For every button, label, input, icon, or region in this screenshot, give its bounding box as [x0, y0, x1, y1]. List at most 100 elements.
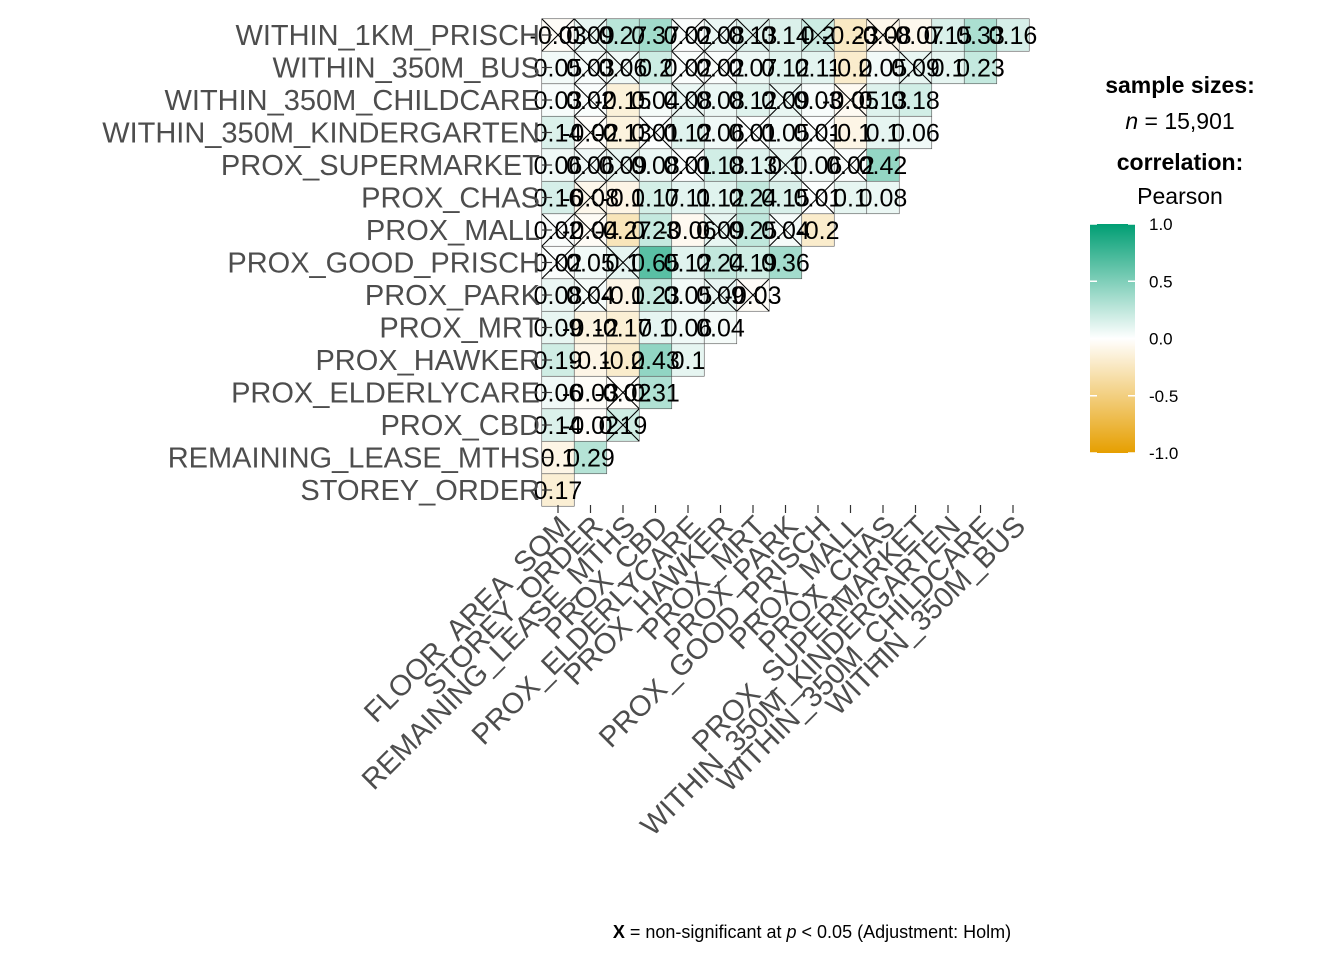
cell-label-within-1km-prisch-floor-area-sqm: -0.03 — [530, 22, 587, 50]
cell-prox-supermarket-prox-good-prisch — [801, 148, 835, 182]
nonsig-cross-prox-chas-prox-good-prisch-b — [801, 180, 835, 215]
cell-label-within-350m-bus-prox-supermarket: 0.09 — [891, 55, 940, 83]
cell-label-prox-good-prisch-storey-order: 0.05 — [566, 250, 615, 278]
cell-label-within-350m-kindergarten-prox-mrt: 0.01 — [729, 120, 778, 148]
nonsig-cross-within-350m-bus-storey-order-b — [573, 50, 608, 85]
cell-label-within-350m-childcare-prox-good-prisch: 0.03 — [794, 87, 843, 115]
cell-within-350m-childcare-prox-mrt — [736, 83, 770, 117]
cell-label-within-1km-prisch-storey-order: 0.09 — [566, 22, 615, 50]
cell-label-prox-park-floor-area-sqm: 0.08 — [534, 282, 583, 310]
cell-label-prox-elderlycare-remaining-lease-mths: -0.02 — [595, 380, 652, 408]
cell-within-350m-bus-prox-mrt — [736, 50, 770, 85]
cell-prox-mall-prox-good-prisch — [801, 213, 835, 247]
cell-label-prox-elderlycare-prox-cbd: 0.31 — [631, 380, 680, 408]
cell-label-prox-supermarket-storey-order: 0.06 — [566, 152, 615, 180]
cell-prox-park-prox-elderlycare — [671, 278, 705, 312]
cell-label-prox-chas-prox-mall: 0.1 — [833, 185, 868, 213]
cell-label-prox-mrt-prox-hawker: 0.04 — [696, 315, 745, 343]
cell-label-prox-good-prisch-remaining-lease-mths: 0.1 — [606, 250, 641, 278]
cell-label-within-350m-bus-prox-good-prisch: 0.11 — [795, 55, 842, 83]
cell-label-prox-park-prox-elderlycare: 0.05 — [664, 282, 713, 310]
legend-method-label: Pearson — [1137, 183, 1223, 209]
nonsig-cross-prox-mall-storey-order-b — [573, 213, 608, 247]
cell-label-within-1km-prisch-prox-chas: -0.08 — [855, 22, 912, 50]
cell-label-prox-supermarket-prox-mall: 0.02 — [826, 152, 875, 180]
cell-label-within-350m-childcare-prox-cbd: 0.04 — [631, 87, 680, 115]
cell-label-within-350m-childcare-prox-chas: 0.13 — [859, 87, 908, 115]
cell-label-within-350m-kindergarten-storey-order: -0.02 — [562, 120, 619, 148]
cell-label-prox-hawker-remaining-lease-mths: -0.2 — [601, 347, 644, 375]
nonsig-cross-within-350m-childcare-prox-mall-b — [833, 83, 868, 117]
cell-within-350m-kindergarten-prox-chas — [866, 115, 900, 150]
y-label-prox-supermarket: PROX_SUPERMARKET — [221, 150, 540, 182]
cell-label-prox-park-storey-order: 0.04 — [566, 282, 615, 310]
nonsig-cross-prox-mall-floor-area-sqm-b — [541, 213, 575, 247]
cell-label-storey-order-floor-area-sqm: 0.17 — [534, 477, 583, 505]
nonsig-cross-prox-supermarket-storey-order-b — [573, 148, 608, 182]
cell-label-within-1km-prisch-prox-hawker: 0.08 — [696, 22, 745, 50]
cell-label-within-1km-prisch-remaining-lease-mths: 0.27 — [599, 22, 648, 50]
nonsig-cross-within-1km-prisch-prox-chas-b — [866, 18, 900, 52]
cell-label-prox-chas-storey-order: -0.08 — [562, 185, 619, 213]
nonsig-cross-within-1km-prisch-floor-area-sqm-b — [541, 18, 575, 52]
cell-label-within-350m-bus-prox-hawker: 0.02 — [696, 55, 745, 83]
cell-label-within-350m-bus-storey-order: 0.03 — [566, 55, 615, 83]
cell-prox-supermarket-prox-cbd — [638, 148, 673, 182]
cell-label-prox-cbd-remaining-lease-mths: 0.19 — [599, 412, 648, 440]
cell-label-prox-supermarket-prox-chas: 0.42 — [859, 152, 908, 180]
y-label-prox-mall: PROX_MALL — [366, 215, 540, 247]
cell-label-prox-chas-prox-park: 0.15 — [761, 185, 810, 213]
cell-label-prox-mrt-floor-area-sqm: 0.09 — [534, 315, 583, 343]
caption-x-mark: X — [613, 922, 625, 942]
cell-label-prox-mrt-prox-elderlycare: 0.06 — [664, 315, 713, 343]
cell-label-prox-supermarket-prox-park: 0.1 — [768, 152, 803, 180]
cell-label-prox-chas-remaining-lease-mths: -0.1 — [601, 185, 644, 213]
cell-label-within-350m-childcare-floor-area-sqm: 0.03 — [534, 87, 583, 115]
cell-within-350m-kindergarten-prox-hawker — [703, 115, 738, 150]
cell-label-within-350m-childcare-prox-mrt: 0.12 — [729, 87, 778, 115]
y-axis-labels: STOREY_ORDERREMAINING_LEASE_MTHSPROX_CBD… — [102, 20, 540, 507]
axis-ticks — [542, 34, 1014, 513]
nonsig-cross-prox-park-prox-mrt-b — [736, 278, 770, 312]
cell-label-within-350m-bus-prox-mall: -0.2 — [829, 55, 872, 83]
cell-prox-chas-prox-elderlycare — [671, 180, 705, 215]
cell-label-prox-good-prisch-prox-mrt: 0.19 — [729, 250, 778, 278]
cell-label-within-1km-prisch-within-350m-childcare: 0.33 — [956, 22, 1005, 50]
cell-prox-good-prisch-prox-mrt — [736, 245, 770, 280]
cell-label-prox-supermarket-prox-good-prisch: 0.06 — [794, 152, 843, 180]
cell-label-within-1km-prisch-prox-park: 0.14 — [761, 22, 810, 50]
caption-suffix: < 0.05 (Adjustment: Holm) — [802, 922, 1012, 942]
cell-within-350m-childcare-prox-supermarket — [898, 83, 933, 117]
nonsig-cross-prox-chas-storey-order-b — [573, 180, 608, 215]
cell-label-prox-park-prox-mrt: -0.03 — [725, 282, 782, 310]
cell-label-prox-good-prisch-prox-hawker: 0.24 — [696, 250, 745, 278]
cell-label-within-350m-kindergarten-floor-area-sqm: 0.14 — [534, 120, 583, 148]
cell-within-1km-prisch-prox-mall — [833, 18, 868, 52]
cell-label-prox-supermarket-prox-cbd: 0.08 — [631, 152, 680, 180]
cell-label-within-350m-kindergarten-prox-park: 0.05 — [761, 120, 810, 148]
caption-prefix: = non-significant at — [630, 922, 782, 942]
cell-label-prox-cbd-floor-area-sqm: 0.14 — [534, 412, 583, 440]
nonsig-cross-prox-cbd-remaining-lease-mths-b — [606, 408, 640, 442]
cell-within-350m-childcare-prox-hawker — [703, 83, 738, 117]
cell-label-within-350m-bus-prox-mrt: 0.07 — [729, 55, 778, 83]
legend-tick-label-3: -0.5 — [1149, 387, 1178, 406]
nonsig-cross-prox-good-prisch-floor-area-sqm-b — [541, 245, 575, 280]
heatmap-cells: 0.170.10.290.14-0.020.190.06-0.03-0.020.… — [530, 18, 1037, 507]
cell-prox-supermarket-prox-hawker — [703, 148, 738, 182]
cell-label-within-350m-childcare-remaining-lease-mths: -0.15 — [595, 87, 652, 115]
cell-within-1km-prisch-prox-cbd — [638, 18, 673, 52]
cell-prox-hawker-storey-order — [573, 343, 608, 377]
cell-within-350m-childcare-remaining-lease-mths — [606, 83, 640, 117]
cell-label-prox-good-prisch-prox-park: 0.36 — [761, 250, 810, 278]
cell-label-prox-elderlycare-storey-order: -0.03 — [562, 380, 619, 408]
cell-label-prox-mall-prox-hawker: 0.09 — [696, 217, 745, 245]
cell-label-prox-supermarket-floor-area-sqm: 0.06 — [534, 152, 583, 180]
cell-label-within-1km-prisch-prox-supermarket: -0.07 — [887, 22, 944, 50]
legend-tick-label-1: 0.5 — [1149, 272, 1173, 291]
legend-sample-size: n = 15,901 — [1125, 108, 1234, 134]
cell-label-within-350m-childcare-prox-park: 0.09 — [761, 87, 810, 115]
cell-label-prox-elderlycare-floor-area-sqm: 0.06 — [534, 380, 583, 408]
cell-label-prox-good-prisch-floor-area-sqm: 0.02 — [534, 250, 583, 278]
y-label-prox-good-prisch: PROX_GOOD_PRISCH — [227, 248, 540, 280]
